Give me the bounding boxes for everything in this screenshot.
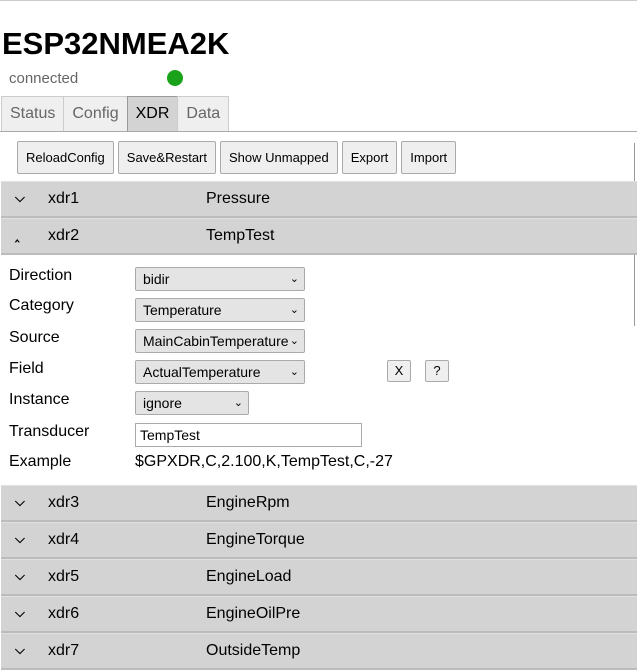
xdr-name: Pressure bbox=[206, 190, 271, 207]
xdr-row[interactable]: ⌵ xdr5 EngineLoad bbox=[1, 559, 637, 596]
xdr-id: xdr1 bbox=[48, 190, 80, 207]
direction-value: bidir bbox=[143, 271, 170, 287]
field-label: Field bbox=[9, 360, 44, 377]
instance-select[interactable]: ignore ⌄ bbox=[135, 391, 249, 415]
chevron-down-icon: ⌄ bbox=[287, 299, 299, 321]
category-value: Temperature bbox=[143, 302, 222, 318]
help-button[interactable]: ? bbox=[425, 360, 449, 382]
chevron-down-icon[interactable]: ⌵ bbox=[15, 568, 25, 583]
xdr-id: xdr4 bbox=[48, 531, 80, 548]
chevron-up-icon[interactable]: ‸ bbox=[15, 227, 20, 242]
clear-button[interactable]: X bbox=[387, 360, 411, 382]
status-indicator-icon bbox=[167, 70, 183, 86]
xdr-name: OutsideTemp bbox=[206, 642, 301, 659]
chevron-down-icon[interactable]: ⌵ bbox=[15, 642, 25, 657]
tab-divider bbox=[0, 131, 637, 132]
xdr-id: xdr2 bbox=[48, 227, 80, 244]
tab-xdr[interactable]: XDR bbox=[126, 96, 179, 132]
source-value: MainCabinTemperature bbox=[143, 333, 289, 349]
tab-bar: Status Config XDR Data bbox=[1, 96, 230, 132]
chevron-down-icon[interactable]: ⌵ bbox=[15, 190, 25, 205]
import-button[interactable]: Import bbox=[401, 141, 457, 174]
xdr-id: xdr7 bbox=[48, 642, 80, 659]
top-border bbox=[0, 0, 637, 2]
xdr-id: xdr5 bbox=[48, 568, 80, 585]
xdr-row[interactable]: ⌵ xdr1 Pressure bbox=[1, 181, 637, 218]
xdr-id: xdr6 bbox=[48, 605, 80, 622]
direction-select[interactable]: bidir ⌄ bbox=[135, 267, 305, 291]
xdr-row[interactable]: ⌵ xdr6 EngineOilPre bbox=[1, 596, 637, 633]
chevron-down-icon: ⌄ bbox=[287, 361, 299, 383]
chevron-down-icon[interactable]: ⌵ bbox=[15, 531, 25, 546]
chevron-down-icon: ⌄ bbox=[287, 330, 299, 352]
xdr-name: EngineLoad bbox=[206, 568, 292, 585]
category-label: Category bbox=[9, 297, 74, 314]
tab-status[interactable]: Status bbox=[1, 96, 65, 132]
category-select[interactable]: Temperature ⌄ bbox=[135, 298, 305, 322]
chevron-down-icon: ⌄ bbox=[231, 392, 243, 414]
show-unmapped-button[interactable]: Show Unmapped bbox=[219, 141, 338, 174]
source-label: Source bbox=[9, 329, 60, 346]
xdr-row[interactable]: ⌵ xdr3 EngineRpm bbox=[1, 485, 637, 522]
tab-config[interactable]: Config bbox=[63, 96, 128, 132]
xdr-id: xdr3 bbox=[48, 494, 80, 511]
save-restart-button[interactable]: Save&Restart bbox=[117, 141, 216, 174]
xdr-row[interactable]: ⌵ xdr4 EngineTorque bbox=[1, 522, 637, 559]
export-button[interactable]: Export bbox=[341, 141, 398, 174]
chevron-down-icon[interactable]: ⌵ bbox=[15, 494, 25, 509]
field-select[interactable]: ActualTemperature ⌄ bbox=[135, 360, 305, 384]
transducer-label: Transducer bbox=[9, 423, 90, 440]
xdr-name: EngineRpm bbox=[206, 494, 290, 511]
instance-value: ignore bbox=[143, 395, 182, 411]
xdr-name: EngineOilPre bbox=[206, 605, 301, 622]
page-title: ESP32NMEA2K bbox=[2, 26, 230, 61]
reload-config-button[interactable]: ReloadConfig bbox=[17, 141, 114, 174]
xdr-name: EngineTorque bbox=[206, 531, 305, 548]
chevron-down-icon[interactable]: ⌵ bbox=[15, 605, 25, 620]
example-value: $GPXDR,C,2.100,K,TempTest,C,-27 bbox=[135, 453, 393, 470]
transducer-input[interactable]: TempTest bbox=[135, 423, 362, 447]
xdr-row[interactable]: ⌵ xdr7 OutsideTemp bbox=[1, 633, 637, 670]
source-select[interactable]: MainCabinTemperature ⌄ bbox=[135, 329, 305, 353]
xdr-name: TempTest bbox=[206, 227, 275, 244]
connection-status: connected bbox=[9, 70, 79, 87]
instance-label: Instance bbox=[9, 391, 70, 408]
example-label: Example bbox=[9, 453, 72, 470]
xdr-row[interactable]: ‸ xdr2 TempTest bbox=[1, 218, 637, 255]
toolbar: ReloadConfig Save&Restart Show Unmapped … bbox=[17, 141, 457, 174]
direction-label: Direction bbox=[9, 267, 73, 284]
field-value: ActualTemperature bbox=[143, 364, 261, 380]
tab-data[interactable]: Data bbox=[177, 96, 230, 132]
chevron-down-icon: ⌄ bbox=[287, 268, 299, 290]
